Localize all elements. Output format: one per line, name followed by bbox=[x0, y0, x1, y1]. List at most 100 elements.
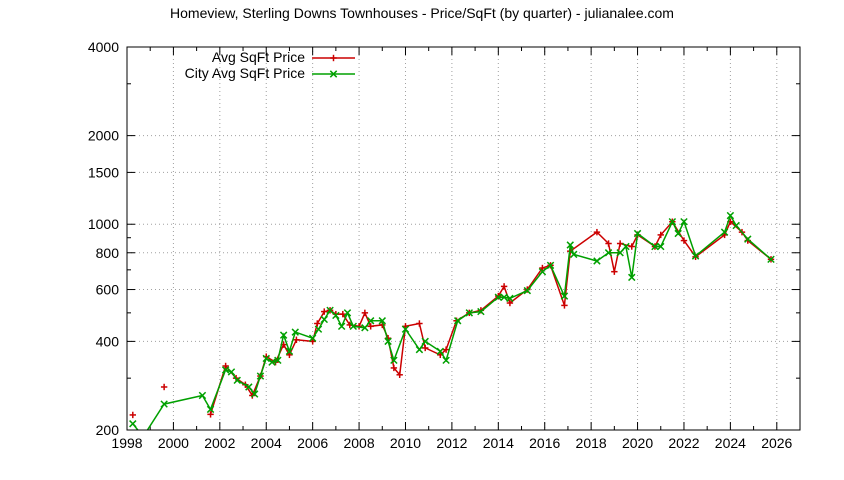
grid-lines bbox=[127, 47, 800, 430]
data-point-city-avg-sqft-price bbox=[657, 242, 665, 251]
series-line-city-avg-sqft-price bbox=[132, 213, 772, 430]
legend-label-city-avg-sqft-price: City Avg SqFt Price bbox=[185, 65, 306, 81]
data-point-city-avg-sqft-price bbox=[285, 347, 294, 356]
y-tick-label: 1500 bbox=[88, 164, 119, 180]
data-point-city-avg-sqft-price bbox=[651, 242, 659, 251]
data-point-city-avg-sqft-price bbox=[494, 293, 503, 301]
data-point-city-avg-sqft-price bbox=[129, 420, 137, 428]
y-tick-label: 2000 bbox=[88, 128, 119, 144]
data-point-city-avg-sqft-price bbox=[546, 261, 555, 270]
y-tick-label: 200 bbox=[96, 422, 120, 438]
x-tick-label: 2010 bbox=[390, 435, 421, 451]
data-point-city-avg-sqft-price bbox=[453, 317, 462, 325]
data-point-city-avg-sqft-price bbox=[442, 356, 450, 365]
x-tick-label: 2006 bbox=[297, 435, 328, 451]
data-point-city-avg-sqft-price bbox=[570, 250, 578, 259]
x-tick-label: 2008 bbox=[343, 435, 374, 451]
series-avg-sqft-price bbox=[129, 218, 775, 419]
data-point-city-avg-sqft-price bbox=[343, 309, 352, 317]
data-point-city-avg-sqft-price bbox=[506, 294, 514, 303]
data-point-city-avg-sqft-price bbox=[674, 229, 682, 238]
data-point-city-avg-sqft-price bbox=[500, 293, 508, 301]
data-point-city-avg-sqft-price bbox=[622, 242, 630, 251]
data-point-city-avg-sqft-price bbox=[221, 366, 230, 374]
y-tick-label: 600 bbox=[96, 282, 120, 298]
chart-title: Homeview, Sterling Downs Townhouses - Pr… bbox=[170, 5, 674, 21]
data-point-city-avg-sqft-price bbox=[314, 325, 323, 333]
x-tick-label: 2018 bbox=[576, 435, 607, 451]
data-point-city-avg-sqft-price bbox=[291, 328, 299, 336]
x-tick-label: 2022 bbox=[668, 435, 699, 451]
x-tick-label: 2002 bbox=[204, 435, 235, 451]
x-tick-label: 2020 bbox=[622, 435, 653, 451]
data-point-city-avg-sqft-price bbox=[720, 228, 729, 236]
data-point-city-avg-sqft-price bbox=[680, 217, 688, 226]
data-point-city-avg-sqft-price bbox=[245, 383, 253, 391]
series-line-avg-sqft-price bbox=[209, 220, 772, 415]
y-axis: 200 400 600 800 1000 1500 2000 4000 bbox=[88, 39, 800, 438]
data-point-city-avg-sqft-price bbox=[198, 391, 207, 400]
data-point-city-avg-sqft-price bbox=[523, 286, 532, 295]
y-tick-label: 4000 bbox=[88, 39, 119, 55]
series-layer bbox=[129, 211, 775, 430]
legend-swatch-city-avg-sqft-price bbox=[312, 70, 355, 78]
data-point-city-avg-sqft-price bbox=[274, 356, 282, 365]
data-point-city-avg-sqft-price bbox=[436, 347, 445, 356]
data-point-city-avg-sqft-price bbox=[320, 315, 328, 324]
data-point-city-avg-sqft-price bbox=[268, 358, 276, 366]
data-point-city-avg-sqft-price bbox=[421, 337, 429, 346]
data-point-city-avg-sqft-price bbox=[366, 317, 375, 325]
legend: Avg SqFt Price City Avg SqFt Price bbox=[185, 49, 355, 81]
data-point-city-avg-sqft-price bbox=[337, 322, 346, 331]
data-point-city-avg-sqft-price bbox=[566, 241, 574, 249]
data-point-city-avg-sqft-price bbox=[767, 255, 775, 264]
data-point-city-avg-sqft-price bbox=[604, 249, 613, 257]
data-point-city-avg-sqft-price bbox=[160, 400, 168, 408]
x-tick-label: 2014 bbox=[483, 435, 514, 451]
data-point-city-avg-sqft-price bbox=[732, 221, 740, 230]
legend-swatch-avg-sqft-price bbox=[312, 54, 355, 62]
x-tick-label: 2016 bbox=[529, 435, 560, 451]
x-tick-label: 1998 bbox=[111, 435, 142, 451]
data-point-city-avg-sqft-price bbox=[256, 372, 265, 380]
x-axis: 1998 2000 2002 2004 2006 2008 2010 2012 2014 2016… bbox=[111, 47, 801, 451]
x-tick-label: 2024 bbox=[715, 435, 746, 451]
x-tick-label: 2004 bbox=[251, 435, 282, 451]
data-point-city-avg-sqft-price bbox=[233, 376, 241, 385]
data-point-city-avg-sqft-price bbox=[250, 390, 259, 398]
data-point-city-avg-sqft-price bbox=[538, 267, 547, 276]
data-point-city-avg-sqft-price bbox=[633, 229, 642, 238]
legend-marker-city-avg-sqft-price bbox=[329, 70, 338, 78]
data-point-city-avg-sqft-price bbox=[349, 322, 357, 331]
data-point-city-avg-sqft-price bbox=[332, 311, 340, 320]
data-point-city-avg-sqft-price bbox=[378, 317, 387, 325]
data-point-city-avg-sqft-price bbox=[628, 273, 636, 282]
data-point-city-avg-sqft-price bbox=[361, 324, 369, 332]
data-point-city-avg-sqft-price bbox=[279, 331, 288, 339]
data-point-city-avg-sqft-price bbox=[477, 307, 485, 316]
data-point-city-avg-sqft-price bbox=[415, 345, 424, 354]
data-point-city-avg-sqft-price bbox=[401, 325, 410, 333]
x-tick-label: 2026 bbox=[761, 435, 792, 451]
y-tick-label: 800 bbox=[96, 245, 120, 261]
data-point-city-avg-sqft-price bbox=[726, 211, 735, 220]
data-point-city-avg-sqft-price bbox=[390, 356, 398, 365]
data-point-city-avg-sqft-price bbox=[616, 249, 624, 257]
y-tick-label: 400 bbox=[96, 333, 120, 349]
x-tick-label: 2012 bbox=[436, 435, 467, 451]
x-tick-label: 2000 bbox=[158, 435, 189, 451]
series-city-avg-sqft-price bbox=[129, 211, 775, 430]
legend-label-avg-sqft-price: Avg SqFt Price bbox=[212, 49, 305, 65]
data-point-city-avg-sqft-price bbox=[308, 334, 317, 342]
data-point-city-avg-sqft-price bbox=[465, 309, 474, 317]
data-point-city-avg-sqft-price bbox=[668, 217, 677, 226]
data-point-city-avg-sqft-price bbox=[262, 354, 270, 363]
data-point-city-avg-sqft-price bbox=[206, 405, 215, 414]
data-point-city-avg-sqft-price bbox=[744, 235, 752, 243]
data-point-city-avg-sqft-price bbox=[691, 252, 700, 260]
y-tick-label: 1000 bbox=[88, 216, 119, 232]
data-point-city-avg-sqft-price bbox=[326, 306, 334, 315]
data-point-city-avg-sqft-price bbox=[384, 337, 392, 346]
plot-border bbox=[126, 46, 801, 431]
